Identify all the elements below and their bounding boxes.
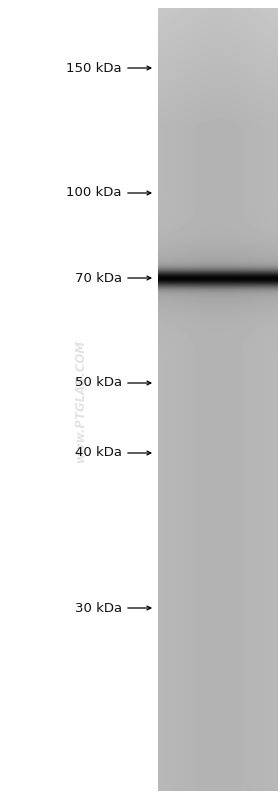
Text: www.PTGLAB.COM: www.PTGLAB.COM bbox=[73, 339, 87, 462]
Text: 70 kDa: 70 kDa bbox=[75, 272, 122, 284]
Text: 100 kDa: 100 kDa bbox=[67, 186, 122, 200]
Text: 40 kDa: 40 kDa bbox=[75, 447, 122, 459]
Text: 30 kDa: 30 kDa bbox=[75, 602, 122, 614]
Text: 50 kDa: 50 kDa bbox=[75, 376, 122, 389]
Text: 150 kDa: 150 kDa bbox=[66, 62, 122, 74]
